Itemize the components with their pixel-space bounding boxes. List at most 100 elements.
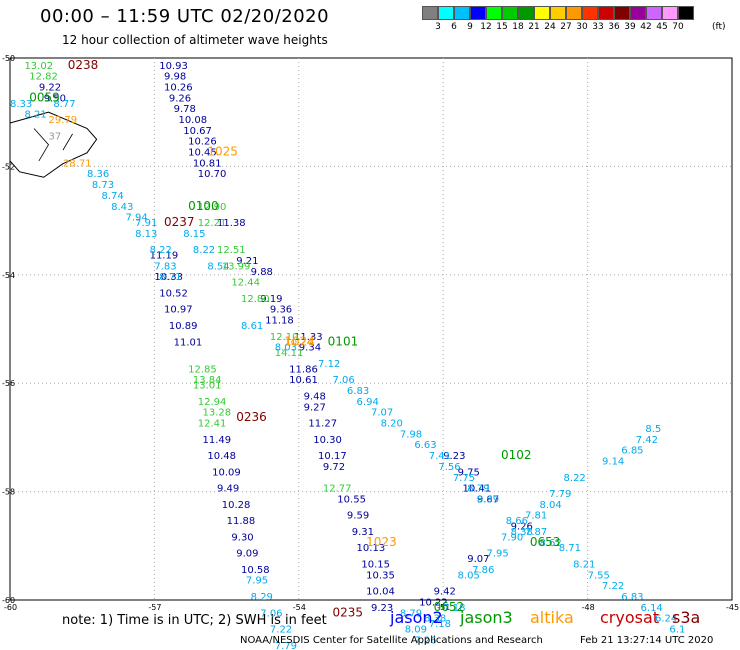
- wave-height-value: 11.88: [227, 516, 256, 527]
- wave-height-value: 7.86: [472, 565, 494, 576]
- wave-height-value: 10.13: [357, 543, 386, 554]
- wave-height-value: 13.02: [24, 61, 53, 72]
- wave-height-value: 6.83: [347, 386, 369, 397]
- scale-swatch: [438, 6, 454, 20]
- wave-height-value: 8.79: [467, 484, 489, 495]
- wave-height-value: 10.04: [366, 587, 395, 598]
- wave-height-value: 10.41: [462, 484, 491, 495]
- lon-tick-label: -57: [148, 603, 161, 612]
- wave-height-value: 8.21: [24, 110, 46, 121]
- scale-swatch: [486, 6, 502, 20]
- pass-time-label: 1024: [284, 334, 315, 348]
- wave-height-value: 7.41: [429, 451, 451, 462]
- wave-height-value: 8.66: [506, 516, 528, 527]
- wave-height-value: 8.61: [241, 321, 263, 332]
- island-coastline: [33, 128, 73, 162]
- wave-height-value: 7.91: [135, 218, 157, 229]
- wave-height-value: 9.14: [602, 457, 624, 468]
- wave-height-value: 7.95: [246, 576, 268, 587]
- wave-height-value: 10.35: [366, 570, 395, 581]
- wave-height-value: 10.30: [313, 435, 342, 446]
- wave-height-value: 6.63: [414, 440, 436, 451]
- lat-tick-label: -56: [2, 379, 15, 388]
- wave-height-value: 10.17: [318, 451, 347, 462]
- wave-height-value: 8.71: [559, 543, 581, 554]
- wave-height-value: 11.27: [308, 419, 337, 430]
- falkland-islands: [9, 111, 98, 178]
- lat-tick-label: -60: [2, 596, 15, 605]
- wave-height-value: 7.07: [371, 408, 393, 419]
- wave-height-value: 11.01: [174, 337, 203, 348]
- scale-label: 70: [672, 22, 684, 32]
- wave-height-value: 9.98: [164, 72, 186, 83]
- scale-swatch: [582, 6, 598, 20]
- wave-height-value: 13.28: [203, 408, 232, 419]
- legend-s3a: s3a: [672, 608, 701, 627]
- scale-swatch: [662, 6, 678, 20]
- wave-height-value: 6.1: [669, 625, 685, 636]
- scale-swatch: [502, 6, 518, 20]
- wave-height-value: 12.41: [198, 419, 227, 430]
- wave-height-value: 9.26: [511, 522, 533, 533]
- pass-time-label: 0102: [501, 448, 532, 462]
- wave-height-value: 8.20: [381, 419, 403, 430]
- lon-tick-label: -51: [437, 603, 450, 612]
- wave-height-value: 8.29: [251, 592, 273, 603]
- wave-height-value: 9.78: [174, 104, 196, 115]
- wave-height-value: 10.28: [222, 500, 251, 511]
- wave-height-value: 28.71: [63, 158, 92, 169]
- lat-tick-label: -50: [2, 54, 15, 63]
- wave-height-value: 7.83: [154, 261, 176, 272]
- wave-height-value: 10.22: [419, 597, 448, 608]
- wave-height-value: 9.48: [304, 391, 326, 402]
- scale-swatch: [534, 6, 550, 20]
- wave-height-value: 10.45: [188, 148, 217, 159]
- wave-height-value: 8.54: [207, 261, 229, 272]
- wave-height-value: 7.18: [443, 603, 465, 614]
- wave-height-value: 8.33: [10, 99, 32, 110]
- wave-height-value: 12.77: [323, 484, 352, 495]
- wave-height-value: 7.90: [501, 532, 523, 543]
- wave-height-value: 10.15: [361, 559, 390, 570]
- wave-height-value: 7.94: [126, 213, 148, 224]
- pass-time-label: 0236: [236, 410, 267, 424]
- footer-credit: NOAA/NESDIS Center for Satellite Applica…: [240, 635, 543, 646]
- wave-height-value: 12.80: [241, 294, 270, 305]
- wave-height-value: 8.22: [564, 473, 586, 484]
- wave-height-value: 10.81: [193, 158, 222, 169]
- wave-height-value: 10.97: [164, 305, 193, 316]
- scale-label: 42: [640, 22, 652, 32]
- wave-height-value: 10.09: [212, 467, 241, 478]
- scale-swatch: [454, 6, 470, 20]
- wave-height-value: 10.24: [284, 337, 313, 348]
- scale-swatch: [518, 6, 534, 20]
- scale-label: 6: [451, 22, 457, 32]
- wave-height-value: 9.49: [217, 484, 239, 495]
- wave-height-value: 8.74: [101, 191, 123, 202]
- wave-height-value: 7.87: [525, 527, 547, 538]
- wave-height-value: 11.33: [294, 332, 323, 343]
- scale-label: 27: [560, 22, 572, 32]
- wave-height-value: 8.73: [92, 180, 114, 191]
- wave-height-value: 8.5: [645, 424, 661, 435]
- wave-height-value: 6.14: [641, 603, 663, 614]
- scale-label: 15: [496, 22, 508, 32]
- wave-height-value: 10.08: [178, 115, 207, 126]
- scale-label: 39: [624, 22, 636, 32]
- wave-height-value: 12.90: [198, 202, 227, 213]
- lon-tick-label: -60: [4, 603, 17, 612]
- legend-jason2: jason2: [390, 608, 443, 627]
- lon-tick-label: -54: [293, 603, 306, 612]
- wave-height-value: 7.06: [332, 375, 354, 386]
- lon-tick-label: -48: [582, 603, 595, 612]
- wave-height-value: 9.21: [236, 256, 258, 267]
- wave-height-value: 8.22: [193, 245, 215, 256]
- wave-height-value: 10.52: [159, 288, 188, 299]
- scale-label: 12: [480, 22, 492, 32]
- wave-height-value: 8.43: [111, 202, 133, 213]
- note-text: note: 1) Time is in UTC; 2) SWH is in fe…: [62, 613, 327, 628]
- map-subtitle: 12 hour collection of altimeter wave hei…: [62, 33, 328, 47]
- wave-height-value: 12.21: [198, 218, 227, 229]
- wave-height-value: 9.36: [270, 305, 292, 316]
